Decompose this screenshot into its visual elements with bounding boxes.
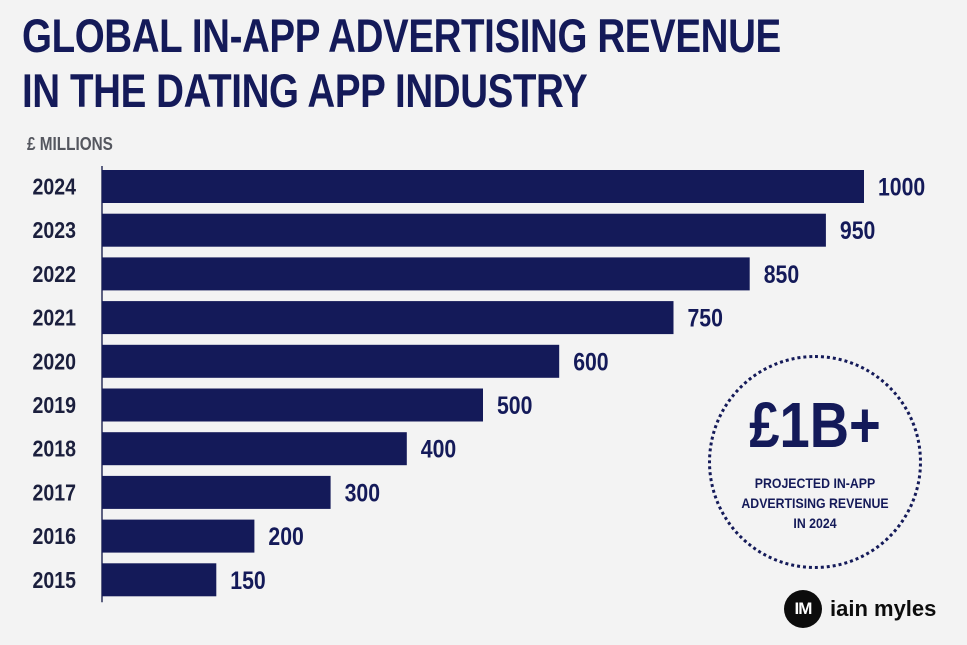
callout-headline: £1B+	[749, 389, 881, 461]
bar	[102, 563, 217, 597]
chart-title: GLOBAL IN-APP ADVERTISING REVENUE IN THE…	[22, 8, 781, 118]
bar	[102, 432, 407, 466]
category-label: 2017	[33, 480, 76, 506]
bar	[102, 519, 255, 553]
bar	[102, 475, 331, 509]
bar	[102, 257, 750, 291]
bar	[102, 170, 864, 203]
callout-text: PROJECTED IN-APP ADVERTISING REVENUE IN …	[732, 473, 897, 533]
bar	[102, 344, 560, 378]
category-label: 2022	[33, 261, 76, 287]
category-label: 2023	[33, 218, 77, 244]
data-label: 400	[421, 435, 456, 463]
category-label: 2018	[33, 436, 77, 462]
bar	[102, 388, 483, 422]
data-label: 300	[345, 479, 380, 507]
callout-text-line-1: PROJECTED IN-APP	[754, 475, 876, 491]
category-label: 2019	[33, 393, 77, 419]
category-label: 2015	[33, 567, 77, 593]
data-label: 950	[840, 217, 875, 245]
bar	[102, 301, 674, 335]
data-label: 600	[573, 348, 608, 376]
brand-mark-icon: IM	[784, 590, 822, 628]
data-label: 500	[497, 391, 532, 419]
bar	[102, 213, 826, 247]
unit-label: £ MILLIONS	[27, 134, 113, 154]
data-label: 200	[268, 522, 303, 550]
data-label: 150	[230, 566, 265, 594]
brand-name: iain myles	[830, 596, 937, 621]
category-label: 2021	[33, 305, 77, 331]
category-label: 2020	[33, 349, 76, 375]
callout-text-line-2: ADVERTISING REVENUE	[741, 495, 889, 511]
projection-callout: £1B+ PROJECTED IN-APP ADVERTISING REVENU…	[708, 355, 922, 569]
chart-title-line-2: IN THE DATING APP INDUSTRY	[22, 64, 588, 117]
data-label: 850	[764, 260, 799, 288]
category-label: 2016	[33, 524, 77, 550]
callout-text-line-3: IN 2024	[793, 515, 837, 531]
chart-title-line-1: GLOBAL IN-APP ADVERTISING REVENUE	[22, 9, 781, 62]
brand-logo: IM iain myles	[784, 590, 936, 628]
category-label: 2024	[33, 174, 77, 200]
data-label: 1000	[878, 173, 925, 201]
data-label: 750	[688, 304, 723, 332]
